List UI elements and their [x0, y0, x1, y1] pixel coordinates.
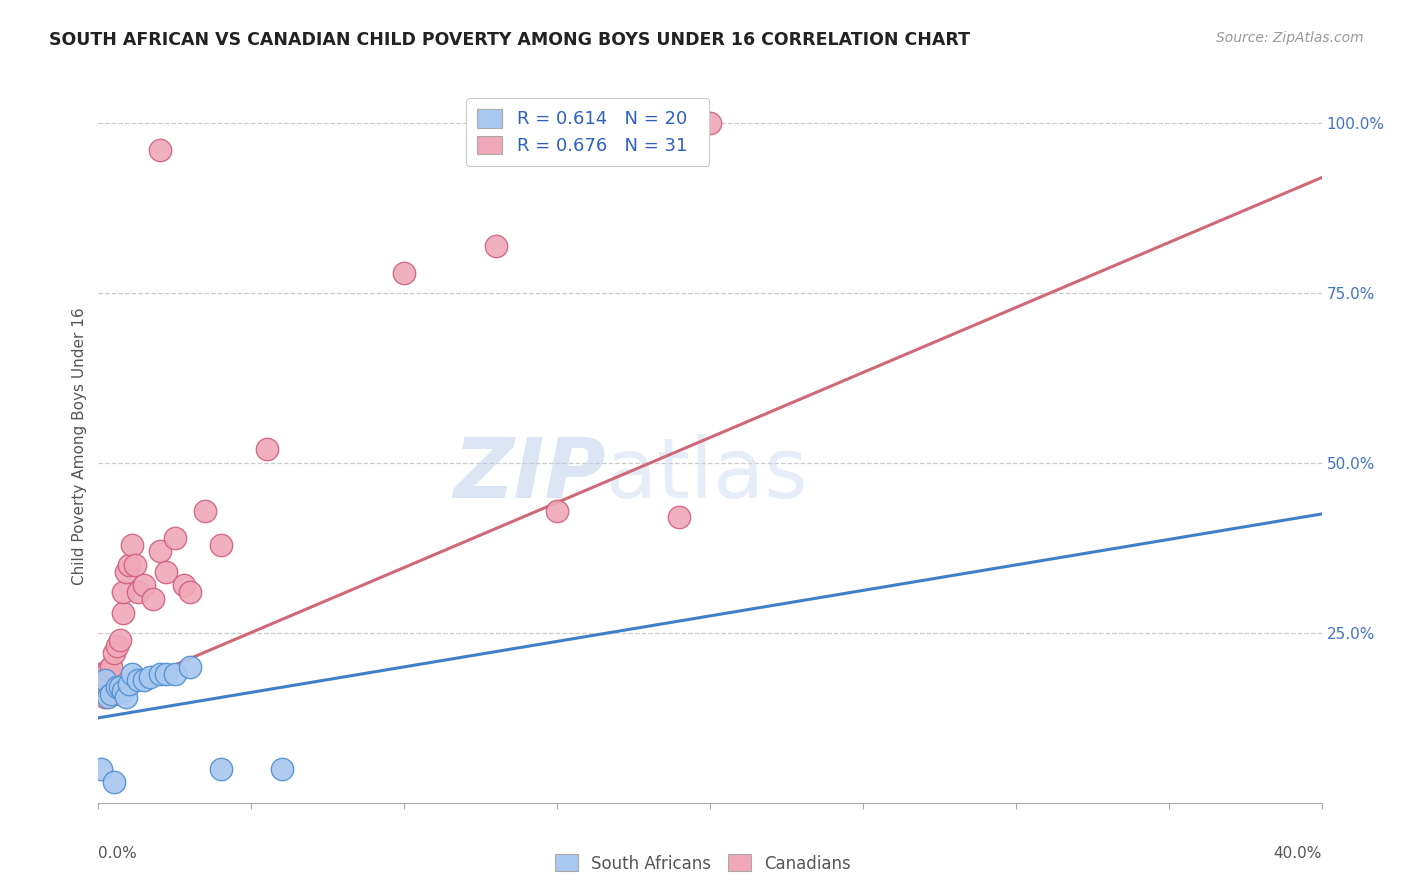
Point [149, 144, 172, 158]
Text: atlas: atlas [606, 434, 808, 515]
Point [392, 266, 416, 280]
Point [163, 666, 186, 681]
Point [105, 640, 128, 654]
Point [97, 663, 120, 677]
Point [118, 558, 141, 572]
Point [179, 585, 201, 599]
Point [173, 578, 195, 592]
Text: 0.0%: 0.0% [98, 846, 138, 861]
Text: ZIP: ZIP [453, 434, 606, 515]
Point [139, 670, 162, 684]
Point [103, 646, 125, 660]
Point [155, 666, 177, 681]
Point [93, 690, 115, 705]
Point [108, 680, 131, 694]
Point [134, 578, 156, 592]
Point [124, 558, 146, 572]
Point [111, 683, 134, 698]
Point [485, 238, 508, 252]
Point [668, 510, 690, 524]
Point [256, 442, 278, 457]
Text: 40.0%: 40.0% [1274, 846, 1322, 861]
Point [97, 690, 120, 705]
Point [111, 606, 134, 620]
Point [134, 673, 156, 688]
Y-axis label: Child Poverty Among Boys Under 16: Child Poverty Among Boys Under 16 [72, 307, 87, 585]
Point [699, 116, 721, 130]
Point [270, 762, 292, 776]
Point [103, 687, 125, 701]
Point [155, 565, 177, 579]
Point [100, 660, 122, 674]
Point [127, 673, 149, 688]
Point [546, 503, 568, 517]
Point [163, 531, 186, 545]
Point [90, 666, 112, 681]
Text: Source: ZipAtlas.com: Source: ZipAtlas.com [1216, 31, 1364, 45]
Point [115, 690, 138, 705]
Point [105, 680, 128, 694]
Point [127, 585, 149, 599]
Point [179, 660, 201, 674]
Point [115, 565, 138, 579]
Legend: South Africans, Canadians: South Africans, Canadians [548, 847, 858, 880]
Point [194, 503, 217, 517]
Point [121, 537, 143, 551]
Point [93, 673, 115, 688]
Point [149, 666, 172, 681]
Point [209, 762, 232, 776]
Point [90, 762, 112, 776]
Legend: R = 0.614   N = 20, R = 0.676   N = 31  : R = 0.614 N = 20, R = 0.676 N = 31 [465, 98, 710, 166]
Point [121, 666, 143, 681]
Point [100, 687, 122, 701]
Point [149, 544, 172, 558]
Point [108, 632, 131, 647]
Point [142, 591, 165, 606]
Point [111, 585, 134, 599]
Text: SOUTH AFRICAN VS CANADIAN CHILD POVERTY AMONG BOYS UNDER 16 CORRELATION CHART: SOUTH AFRICAN VS CANADIAN CHILD POVERTY … [49, 31, 970, 49]
Point [103, 775, 125, 789]
Point [118, 677, 141, 691]
Point [209, 537, 232, 551]
